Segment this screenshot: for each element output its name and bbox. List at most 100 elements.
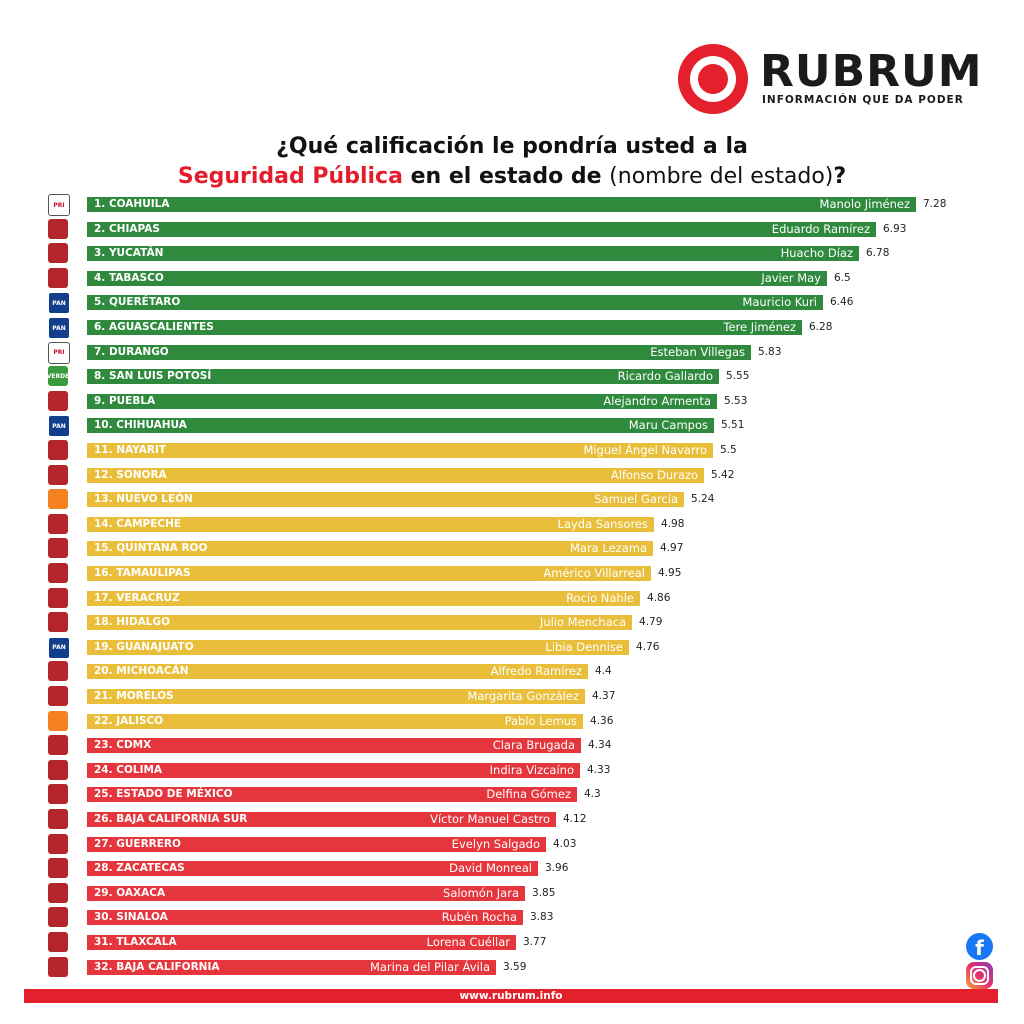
state-label: 2. CHIAPAS bbox=[94, 222, 160, 235]
governor-label: Salomón Jara bbox=[443, 885, 519, 900]
bar: 25. ESTADO DE MÉXICO Delfina Gómez bbox=[87, 787, 577, 803]
morena-party-icon bbox=[48, 440, 68, 460]
state-label: 1. COAHUILA bbox=[94, 198, 170, 210]
state-label: 7. DURANGO bbox=[94, 345, 169, 358]
morena-party-icon bbox=[48, 907, 68, 928]
bar: 23. CDMX Clara Brugada bbox=[87, 738, 581, 754]
governor-label: Samuel García bbox=[594, 492, 678, 507]
morena-party-icon bbox=[48, 390, 68, 411]
state-label: 11. NAYARIT bbox=[94, 444, 167, 456]
pan-party-icon: PAN bbox=[48, 636, 70, 659]
governor-label: Margarita González bbox=[467, 689, 579, 703]
state-label: 13. NUEVO LEÓN bbox=[94, 493, 193, 506]
bar: 28. ZACATECAS David Monreal bbox=[87, 861, 538, 877]
morena-party-icon bbox=[48, 243, 68, 264]
state-label: 12. SONORA bbox=[94, 468, 167, 481]
governor-label: David Monreal bbox=[449, 861, 532, 876]
chart-row: 29. OAXACA Salomón Jara 3.85 bbox=[0, 882, 1024, 903]
governor-label: Evelyn Salgado bbox=[451, 836, 540, 851]
value-label: 4.37 bbox=[592, 690, 616, 702]
governor-label: Mara Lezama bbox=[569, 541, 647, 556]
bar: 5. QUERÉTARO Mauricio Kuri bbox=[87, 295, 823, 311]
pri-party-icon: PRI bbox=[48, 341, 70, 364]
bar: 9. PUEBLA Alejandro Armenta bbox=[87, 393, 717, 409]
chart-row: 32. BAJA CALIFORNIA Marina del Pilar Ávil… bbox=[0, 956, 1024, 977]
value-label: 6.5 bbox=[834, 271, 851, 284]
bar: 20. MICHOACÁN Alfredo Ramírez bbox=[87, 664, 588, 680]
state-label: 27. GUERRERO bbox=[94, 837, 181, 850]
chart-row: 14. CAMPECHE Layda Sansores 4.98 bbox=[0, 513, 1024, 534]
state-label: 22. JALISCO bbox=[94, 714, 164, 727]
chart-row: 11. NAYARIT Miguel Ángel Navarro 5.5 bbox=[0, 440, 1024, 460]
bar: 2. CHIAPAS Eduardo Ramírez bbox=[87, 221, 876, 237]
chart-row: 13. NUEVO LEÓN Samuel García 5.24 bbox=[0, 489, 1024, 510]
value-label: 5.55 bbox=[726, 370, 750, 383]
governor-label: Libia Dennise bbox=[545, 639, 623, 654]
governor-label: Rocío Nahle bbox=[566, 590, 634, 605]
chart-title-line2: Seguridad Pública en el estado de (nombr… bbox=[0, 164, 1024, 189]
chart-row: 17. VERACRUZ Rocío Nahle 4.86 bbox=[0, 587, 1024, 608]
chart-row: 3. YUCATÁN Huacho Díaz 6.78 bbox=[0, 243, 1024, 264]
value-label: 3.59 bbox=[503, 960, 527, 973]
value-label: 3.77 bbox=[523, 936, 547, 948]
bar: 19. GUANAJUATO Libia Dennise bbox=[87, 639, 629, 655]
facebook-icon[interactable]: f bbox=[966, 933, 993, 960]
chart-row: 2. CHIAPAS Eduardo Ramírez 6.93 bbox=[0, 218, 1024, 239]
value-label: 5.53 bbox=[724, 394, 748, 407]
governor-label: Alfonso Durazo bbox=[610, 467, 698, 482]
state-label: 23. CDMX bbox=[94, 739, 152, 752]
value-label: 4.03 bbox=[553, 837, 577, 850]
morena-party-icon bbox=[48, 612, 68, 633]
bar: 30. SINALOA Rubén Rocha bbox=[87, 910, 523, 926]
morena-party-icon bbox=[48, 218, 68, 239]
bar: 10. CHIHUAHUA Maru Campos bbox=[87, 418, 714, 434]
bar: 3. YUCATÁN Huacho Díaz bbox=[87, 246, 859, 262]
value-label: 3.85 bbox=[532, 886, 556, 899]
governor-label: Maru Campos bbox=[628, 418, 708, 433]
morena-party-icon bbox=[48, 735, 68, 756]
value-label: 4.97 bbox=[660, 542, 684, 555]
chart-row: PAN 19. GUANAJUATO Libia Dennise 4.76 bbox=[0, 636, 1024, 659]
value-label: 6.93 bbox=[883, 222, 907, 235]
chart-row: 20. MICHOACÁN Alfredo Ramírez 4.4 bbox=[0, 661, 1024, 682]
bar: 29. OAXACA Salomón Jara bbox=[87, 885, 525, 901]
bar: 8. SAN LUIS POTOSÍ Ricardo Gallardo bbox=[87, 369, 719, 385]
morena-party-icon bbox=[48, 513, 68, 534]
title-end: ? bbox=[833, 164, 847, 189]
mc-party-icon bbox=[48, 489, 68, 510]
morena-party-icon bbox=[48, 538, 68, 559]
verde-party-icon: VERDE bbox=[48, 366, 68, 387]
state-label: 21. MORELOS bbox=[94, 690, 174, 702]
state-label: 19. GUANAJUATO bbox=[94, 640, 194, 653]
morena-party-icon bbox=[48, 833, 68, 854]
state-label: 14. CAMPECHE bbox=[94, 517, 182, 530]
value-label: 4.12 bbox=[563, 813, 587, 825]
brand-name: RUBRUM bbox=[760, 46, 983, 97]
value-label: 4.86 bbox=[647, 591, 671, 604]
chart-row: 30. SINALOA Rubén Rocha 3.83 bbox=[0, 907, 1024, 928]
mc-party-icon bbox=[48, 710, 68, 731]
governor-label: Alfredo Ramírez bbox=[490, 664, 582, 679]
instagram-icon[interactable] bbox=[966, 962, 993, 989]
governor-label: Tere Jiménez bbox=[723, 320, 796, 334]
footer-url[interactable]: www.rubrum.info bbox=[459, 990, 563, 1002]
state-label: 17. VERACRUZ bbox=[94, 591, 180, 604]
chart-row: PAN 5. QUERÉTARO Mauricio Kuri 6.46 bbox=[0, 292, 1024, 315]
bar: 6. AGUASCALIENTES Tere Jiménez bbox=[87, 320, 802, 335]
bar: 27. GUERRERO Evelyn Salgado bbox=[87, 836, 546, 852]
governor-label: Layda Sansores bbox=[557, 516, 648, 531]
state-label: 9. PUEBLA bbox=[94, 394, 156, 407]
state-label: 32. BAJA CALIFORNIA bbox=[94, 960, 220, 973]
bar: 31. TLAXCALA Lorena Cuéllar bbox=[87, 935, 516, 950]
value-label: 5.51 bbox=[721, 419, 745, 432]
state-label: 6. AGUASCALIENTES bbox=[94, 321, 214, 333]
value-label: 5.42 bbox=[711, 468, 735, 481]
pri-party-icon: PRI bbox=[48, 194, 70, 216]
chart-row: 9. PUEBLA Alejandro Armenta 5.53 bbox=[0, 390, 1024, 411]
value-label: 6.28 bbox=[809, 321, 833, 333]
value-label: 3.96 bbox=[545, 862, 569, 875]
value-label: 7.28 bbox=[923, 198, 947, 210]
value-label: 4.4 bbox=[595, 665, 612, 678]
chart-row: 25. ESTADO DE MÉXICO Delfina Gómez 4.3 bbox=[0, 784, 1024, 805]
chart-row: 28. ZACATECAS David Monreal 3.96 bbox=[0, 858, 1024, 879]
